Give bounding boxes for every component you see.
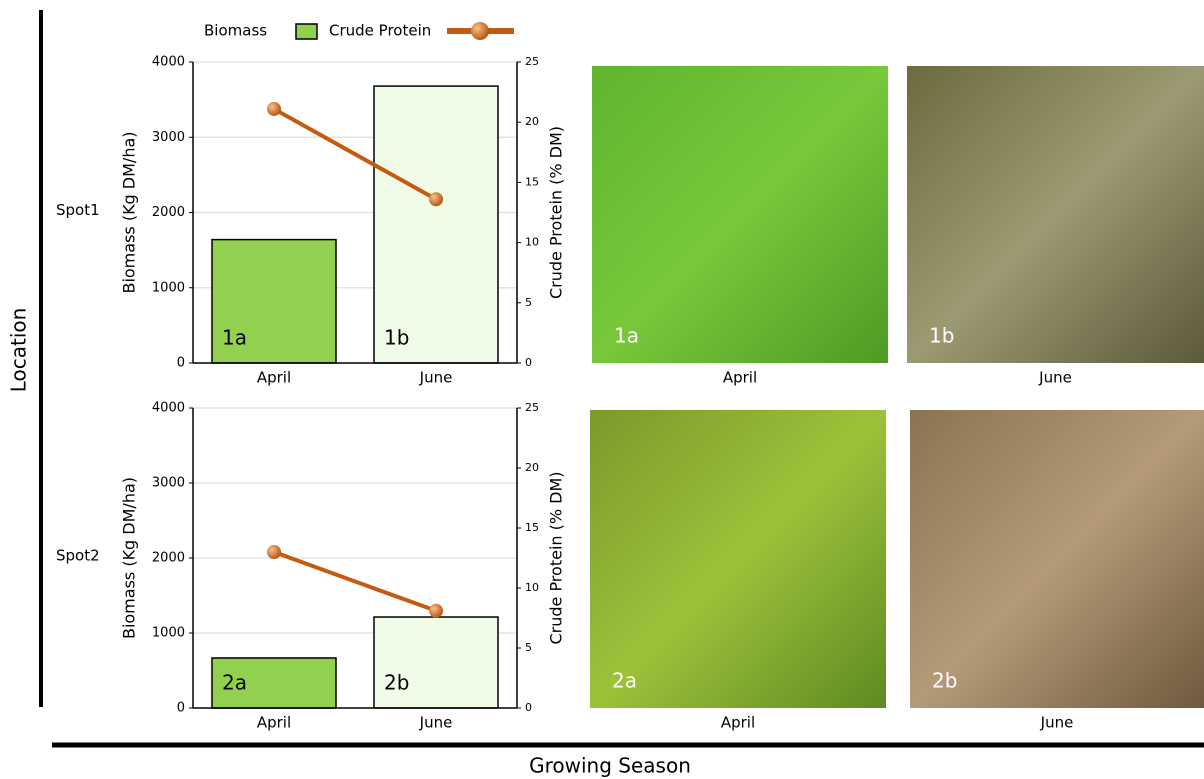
y2-tick-label: 10 [525, 581, 539, 594]
y-axis-title: Biomass (Kg DM/ha) [120, 131, 139, 293]
y-tick-label: 1000 [152, 626, 185, 641]
y2-tick-label: 25 [525, 55, 539, 68]
point [267, 102, 281, 116]
legend-marker [471, 22, 489, 40]
y2-tick-label: 5 [525, 641, 532, 654]
y2-tick-label: 5 [525, 296, 532, 309]
row-label: Spot2 [56, 547, 100, 565]
y-tick-label: 3000 [152, 130, 185, 145]
photo-label: 1b [929, 324, 954, 348]
x-tick-label: June [419, 369, 453, 387]
y-axis-label: Location [7, 308, 31, 393]
line [274, 552, 436, 611]
x-axis-label: Growing Season [529, 754, 691, 778]
y2-tick-label: 0 [525, 356, 532, 369]
y2-axis-title: Crude Protein (% DM) [547, 126, 566, 299]
y-tick-label: 1000 [152, 280, 185, 295]
photo [910, 410, 1204, 708]
bar-label: 1a [222, 326, 247, 350]
photo [592, 66, 888, 363]
y2-tick-label: 0 [525, 701, 532, 714]
row-label: Spot1 [56, 201, 100, 219]
point [267, 545, 281, 559]
bar-label: 2b [384, 671, 409, 695]
y-tick-label: 0 [177, 356, 185, 371]
y-tick-label: 4000 [152, 55, 185, 70]
photo-caption: June [1038, 369, 1072, 387]
y-tick-label: 2000 [152, 551, 185, 566]
y-tick-label: 2000 [152, 205, 185, 220]
bar [374, 86, 498, 363]
y-axis-title: Biomass (Kg DM/ha) [120, 477, 139, 639]
legend-label: Crude Protein [329, 22, 431, 40]
y-tick-label: 0 [177, 701, 185, 716]
bar-label: 1b [384, 326, 409, 350]
photo-caption: April [723, 369, 757, 387]
y2-tick-label: 20 [525, 115, 539, 128]
x-tick-label: April [257, 369, 291, 387]
y2-axis-title: Crude Protein (% DM) [547, 471, 566, 644]
y2-tick-label: 10 [525, 236, 539, 249]
photo-label: 2b [932, 669, 957, 693]
point [429, 604, 443, 618]
legend-label: Biomass [204, 22, 267, 40]
x-tick-label: June [419, 714, 453, 732]
y2-tick-label: 15 [525, 521, 539, 534]
photo-caption: April [721, 714, 755, 732]
photo [590, 410, 886, 708]
photo-label: 1a [614, 324, 639, 348]
legend-swatch [296, 24, 317, 39]
photo-caption: June [1040, 714, 1074, 732]
photo-label: 2a [612, 669, 637, 693]
x-tick-label: April [257, 714, 291, 732]
figure: Location Growing Season Biomass Crude Pr… [0, 0, 1204, 779]
point [429, 192, 443, 206]
y2-tick-label: 15 [525, 175, 539, 188]
y-tick-label: 4000 [152, 401, 185, 416]
photo [907, 66, 1204, 363]
y-tick-label: 3000 [152, 476, 185, 491]
y2-tick-label: 25 [525, 401, 539, 414]
bar-label: 2a [222, 671, 247, 695]
y2-tick-label: 20 [525, 461, 539, 474]
